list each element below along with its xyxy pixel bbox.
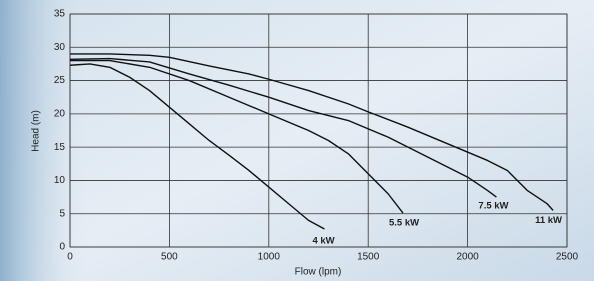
y-tick-label: 30 xyxy=(54,42,66,53)
y-tick-label: 15 xyxy=(54,142,66,153)
y-tick-label: 5 xyxy=(59,208,65,219)
x-axis-label: Flow (lpm) xyxy=(295,267,342,278)
y-tick-label: 35 xyxy=(54,9,66,20)
y-tick-label: 10 xyxy=(54,175,66,186)
x-tick-label: 0 xyxy=(67,252,73,263)
x-tick-label: 500 xyxy=(161,252,178,263)
x-tick-label: 2000 xyxy=(456,252,479,263)
series-label: 5.5 kW xyxy=(389,218,419,229)
y-tick-label: 20 xyxy=(54,108,66,119)
x-tick-label: 1000 xyxy=(258,252,281,263)
chart: Flow (lpm) Head (m) 0 5 10 15 20 25 30 35 0 500 10… xyxy=(0,0,594,281)
y-tick-label: 0 xyxy=(59,242,65,253)
series-label: 11 kW xyxy=(535,215,562,226)
x-tick-label: 1500 xyxy=(357,252,380,263)
series-label: 4 kW xyxy=(312,236,334,247)
x-tick-label: 2500 xyxy=(556,252,579,263)
series-label: 7.5 kW xyxy=(478,201,508,212)
y-tick-label: 25 xyxy=(54,75,66,86)
background-shade xyxy=(0,0,594,281)
y-axis-label: Head (m) xyxy=(31,110,42,152)
